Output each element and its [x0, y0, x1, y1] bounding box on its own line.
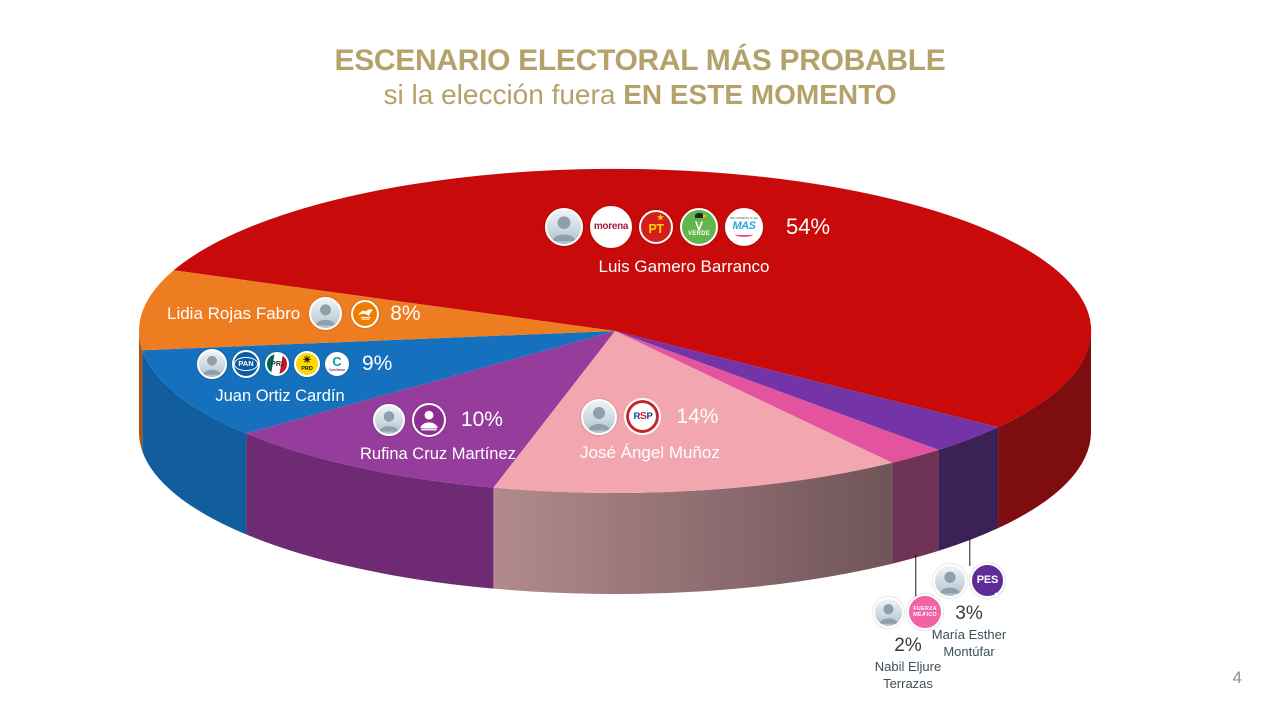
pie-slice-eljure [615, 331, 939, 463]
slide-title: ESCENARIO ELECTORAL MÁS PROBABLE si la e… [0, 44, 1280, 110]
slice-percent-eljure: 2% [894, 635, 922, 656]
title-line2-bold: EN ESTE MOMENTO [623, 78, 897, 110]
ortiz-logo-row: PAN PRI ☀ PRD C Confianza 9% [197, 349, 392, 379]
candidate-photo-rojas [309, 297, 343, 330]
pie-slice-gamero [173, 168, 1092, 428]
montufar-logo-row: PES ✓ [933, 563, 1006, 602]
mc-eagle-icon [357, 309, 373, 320]
party-logo-morena: morena [590, 206, 632, 248]
candidate-name-montufar: María Esther Montúfar [931, 627, 1007, 659]
party-logo-pri: PRI [265, 352, 289, 376]
title-line2: si la elección fuera EN ESTE MOMENTO [0, 79, 1280, 110]
mas-wave-icon [735, 232, 753, 237]
pie-slice-montufar [615, 331, 999, 450]
pie-slice-side-gamero [998, 331, 1091, 529]
pes-label: PES [976, 574, 999, 586]
candidate-name-gamero: Luis Gamero Barranco [598, 257, 770, 276]
prd-sun-icon: ☀ [302, 354, 312, 366]
pie-slice-side-cruz [246, 433, 494, 589]
pie-slice-munoz [493, 331, 893, 493]
party-logo-pt: ★ PT [639, 210, 673, 244]
slice-label-rojas: Lidia Rojas Fabro 8% [167, 297, 421, 330]
slice-label-eljure: FUERZA MÉ✗ICO 2% Nabil Eljure Terrazas [852, 594, 964, 693]
party-logo-prd: ☀ PRD [294, 351, 320, 377]
confianza-subtext: Confianza [328, 368, 346, 373]
candidate-photo-munoz [581, 398, 618, 435]
party-logo-mc [351, 299, 380, 328]
slice-label-cruz: 10% Rufina Cruz Martínez [360, 403, 516, 464]
candidate-name-rojas: Lidia Rojas Fabro [167, 303, 301, 323]
pt-label: PT [648, 221, 664, 236]
slice-percent-gamero: 54% [786, 214, 831, 239]
party-logo-independiente [411, 403, 446, 437]
slice-percent-rojas: 8% [390, 301, 421, 325]
fuerza-line1: FUERZA [913, 605, 937, 612]
candidate-photo-cruz [372, 404, 405, 436]
party-logo-pes: PES ✓ [970, 563, 1006, 602]
morena-label: morena [593, 221, 629, 232]
candidate-photo-eljure [873, 596, 904, 628]
confianza-label: C [332, 354, 342, 370]
pt-star-icon: ★ [656, 213, 664, 222]
verde-label: VERDE [688, 231, 710, 237]
candidate-photo-ortiz [197, 349, 227, 379]
slice-percent-montufar: 3% [955, 603, 983, 624]
eljure-logo-row: FUERZA MÉ✗ICO [873, 594, 943, 630]
pie-slice-side-munoz [493, 462, 893, 594]
slice-percent-ortiz: 9% [362, 352, 393, 375]
pes-checkmark-icon: ✓ [992, 585, 1006, 602]
verde-toucan-icon [695, 213, 707, 218]
candidate-photo-montufar [933, 563, 967, 598]
slice-label-montufar: PES ✓ 3% María Esther Montúfar [913, 563, 1025, 661]
pie-slice-ortiz [142, 331, 616, 434]
pie-slice-side-eljure [892, 449, 939, 564]
party-logo-confianza: C Confianza [325, 352, 349, 376]
independent-person-icon [420, 410, 438, 431]
title-line2-normal: si la elección fuera [383, 78, 624, 110]
rsp-p: P [646, 411, 653, 423]
pie-slice-side-ortiz [142, 350, 247, 535]
fuerza-line2: MÉ✗ICO [913, 612, 937, 618]
verde-v: V [694, 219, 703, 233]
cruz-logo-row: 10% [372, 403, 503, 437]
rsp-r: R [633, 411, 641, 423]
prd-label: PRD [301, 365, 313, 372]
pan-label: PAN [234, 357, 258, 371]
party-logo-pan: PAN [232, 350, 260, 378]
party-logo-fuerza-mexico: FUERZA MÉ✗ICO [907, 594, 943, 630]
pri-label: PRI [270, 359, 284, 369]
candidate-name-munoz: José Ángel Muñoz [580, 443, 720, 462]
candidate-name-eljure: Nabil Eljure Terrazas [874, 659, 942, 691]
title-line1: ESCENARIO ELECTORAL MÁS PROBABLE [334, 44, 946, 77]
page-number: 4 [1232, 668, 1242, 687]
party-logo-verde: V VERDE [680, 208, 718, 246]
mas-label: MAS [732, 219, 756, 232]
slice-percent-munoz: 14% [676, 404, 719, 428]
mas-subtext: MOVIMIENTO AUTÉNTICO SOCIAL [730, 217, 758, 221]
pie-slice-side-montufar [938, 427, 999, 551]
slice-percent-cruz: 10% [460, 408, 503, 431]
candidate-name-cruz: Rufina Cruz Martínez [360, 445, 516, 463]
party-logo-mas: MOVIMIENTO AUTÉNTICO SOCIALMAS [725, 208, 763, 246]
slice-label-ortiz: PAN PRI ☀ PRD C Confianza 9% Juan Ortiz Ca… [197, 349, 392, 406]
candidate-photo-gamero [545, 208, 583, 246]
candidate-name-ortiz: Juan Ortiz Cardín [215, 387, 345, 405]
rsp-s: S [639, 410, 647, 423]
pie-slice-side-rojas [138, 331, 143, 452]
